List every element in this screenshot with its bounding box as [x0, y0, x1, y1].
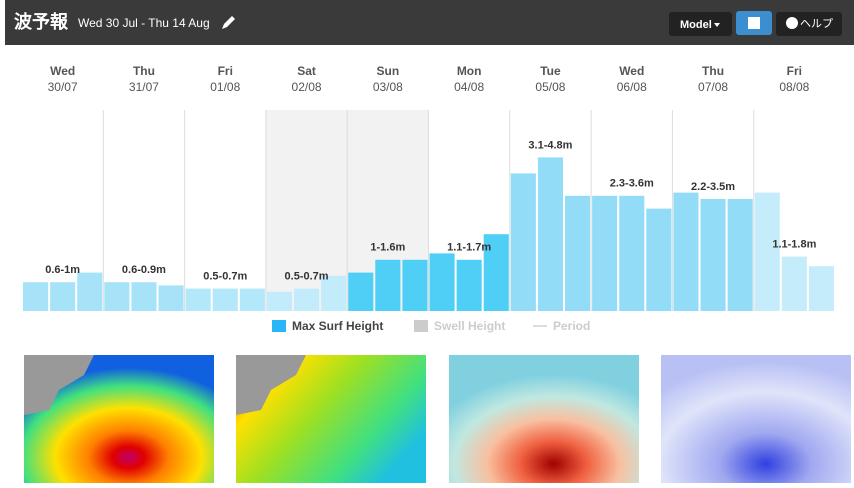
- date-label: 08/08: [779, 80, 809, 94]
- date-label: 01/08: [210, 80, 240, 94]
- range-label: 0.6-1m: [45, 264, 80, 276]
- bar: [131, 282, 157, 311]
- legend-label: Period: [553, 319, 590, 333]
- date-label: 04/08: [454, 80, 484, 94]
- range-label: 0.6-0.9m: [122, 264, 166, 276]
- day-label: Sat: [297, 64, 316, 78]
- date-label: 07/08: [698, 80, 728, 94]
- bar: [185, 288, 211, 311]
- print-icon: [748, 17, 760, 29]
- help-icon: [786, 17, 798, 29]
- range-label: 1.1-1.8m: [772, 239, 816, 251]
- range-label: 1.1-1.7m: [447, 242, 491, 254]
- legend-label: Max Surf Height: [292, 319, 383, 333]
- bar: [727, 199, 753, 311]
- caret: [714, 23, 720, 27]
- day-label: Fri: [218, 64, 233, 78]
- range-label: 0.5-0.7m: [285, 271, 329, 283]
- range-label: 0.5-0.7m: [203, 271, 247, 283]
- bar: [808, 266, 834, 311]
- bar: [673, 192, 699, 311]
- bar: [510, 173, 536, 311]
- date-label: 31/07: [129, 80, 159, 94]
- day-label: Wed: [50, 64, 75, 78]
- date-label: 02/08: [292, 80, 322, 94]
- range-label: 2.3-3.6m: [610, 178, 654, 190]
- title: 波予報: [14, 11, 69, 32]
- legend-swatch: [414, 320, 428, 332]
- day-label: Thu: [702, 64, 724, 78]
- day-label: Fri: [787, 64, 802, 78]
- bar: [104, 282, 130, 311]
- bar: [212, 288, 238, 311]
- bar: [266, 291, 292, 311]
- bar: [565, 195, 591, 311]
- bar: [781, 256, 807, 311]
- range-label: 2.2-3.5m: [691, 181, 735, 193]
- day-label: Mon: [457, 64, 482, 78]
- bar: [754, 192, 780, 311]
- bar: [50, 282, 76, 311]
- bar: [321, 275, 347, 311]
- day-label: Thu: [133, 64, 155, 78]
- bar: [456, 259, 482, 311]
- bar: [348, 272, 374, 311]
- chart: Wed 30/07 0.6-1m Thu 31/07 0.6-0.9m Fri 01/08 0.…: [23, 64, 834, 333]
- bar: [375, 259, 401, 311]
- bar: [239, 288, 265, 311]
- bar: [619, 195, 645, 311]
- bar: [402, 259, 428, 311]
- bar: [646, 208, 672, 311]
- bar: [592, 195, 618, 311]
- bar: [158, 285, 184, 311]
- maps: [24, 355, 851, 483]
- range-label: 3.1-4.8m: [528, 139, 572, 151]
- day-label: Tue: [540, 64, 561, 78]
- bar: [429, 253, 455, 311]
- model-button[interactable]: [669, 12, 732, 36]
- day-label: Wed: [619, 64, 644, 78]
- map-thumbnail[interactable]: [449, 355, 639, 483]
- bar: [700, 199, 726, 311]
- help-label: ヘルプ: [800, 17, 833, 30]
- bar: [483, 234, 509, 311]
- land: [24, 355, 94, 415]
- model-label: Model: [680, 19, 712, 31]
- edit-icon[interactable]: [222, 16, 235, 29]
- land: [236, 355, 306, 415]
- legend-swatch: [272, 320, 286, 332]
- day-label: Sun: [377, 64, 400, 78]
- date-label: 03/08: [373, 80, 403, 94]
- legend-label: Swell Height: [434, 319, 505, 333]
- range-label: 1-1.6m: [370, 242, 405, 254]
- date-range: Wed 30 Jul - Thu 14 Aug: [78, 16, 210, 30]
- bar: [294, 288, 320, 311]
- date-label: 30/07: [48, 80, 78, 94]
- bar: [23, 282, 49, 311]
- bar: [537, 157, 563, 311]
- bar: [77, 272, 103, 311]
- date-label: 05/08: [535, 80, 565, 94]
- map-thumbnail[interactable]: [661, 355, 851, 483]
- date-label: 06/08: [617, 80, 647, 94]
